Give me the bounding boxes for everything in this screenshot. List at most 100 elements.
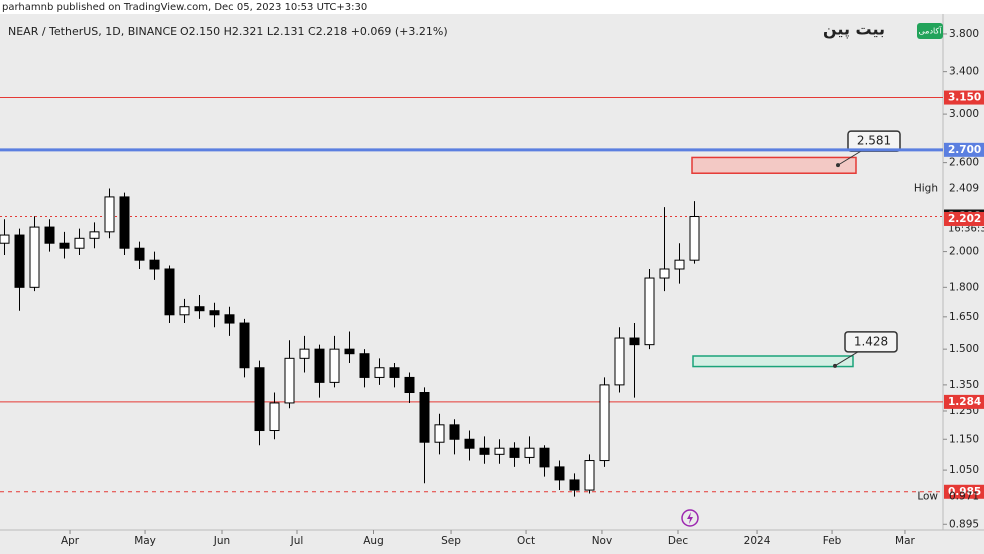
- x-tick-label: Nov: [592, 535, 613, 547]
- countdown: 16:36:3: [948, 224, 984, 235]
- candle-body: [44, 226, 55, 244]
- candle-body: [554, 466, 565, 481]
- level-tag: [944, 142, 984, 157]
- zone: [692, 355, 854, 368]
- candle-body: [254, 367, 265, 432]
- y-tick-label: 1.150: [949, 433, 979, 445]
- y-tick-label: 3.400: [949, 66, 979, 78]
- candle-body: [269, 402, 280, 432]
- chart-title: NEAR / TetherUS, 1D, BINANCE: [8, 25, 177, 38]
- x-tick-label: Sep: [441, 535, 461, 547]
- logo-badge-bg: [917, 23, 943, 39]
- callout-anchor: [836, 163, 840, 168]
- callout-box: [844, 331, 898, 353]
- x-tick-label: 2024: [744, 535, 771, 547]
- candle-body: [239, 322, 250, 369]
- candle-body: [374, 367, 385, 378]
- candle-body: [569, 479, 580, 491]
- zone: [691, 156, 857, 174]
- event-icon[interactable]: [681, 509, 699, 527]
- candle-body: [419, 392, 430, 443]
- level-label: 0.985: [948, 486, 981, 498]
- candle-body: [689, 216, 700, 261]
- candle-body: [59, 242, 70, 249]
- candle-body: [464, 438, 475, 449]
- candle-body: [449, 424, 460, 440]
- level-tag: [944, 90, 984, 105]
- candle-body: [539, 447, 550, 468]
- y-tick-label: 1.350: [949, 379, 979, 391]
- level-tag: [944, 394, 984, 409]
- candle-body: [0, 234, 10, 244]
- candle-body: [179, 306, 190, 316]
- candle-body: [404, 376, 415, 394]
- candle-body: [164, 268, 175, 316]
- y-tick-label: 3.800: [949, 28, 979, 40]
- candle-body: [74, 237, 85, 249]
- callout-pointer: [834, 351, 859, 367]
- candle-body: [389, 367, 400, 378]
- callout-label: 1.428: [854, 334, 888, 348]
- candle-body: [14, 234, 25, 288]
- level-label: 2.700: [948, 144, 981, 156]
- candle-body: [284, 357, 295, 404]
- plot: 2.581 1.428: [0, 97, 943, 497]
- x-tick-label: May: [134, 535, 156, 547]
- y-tick-label: 1.800: [949, 281, 979, 293]
- candle-body: [509, 447, 520, 458]
- extreme-value: 0.971: [949, 491, 979, 503]
- candle-body: [314, 348, 325, 383]
- logo-badge: آکادمی: [919, 26, 943, 36]
- level-label: 2.202: [948, 213, 981, 225]
- extreme-name: High: [914, 183, 938, 195]
- x-tick-label: Oct: [517, 535, 535, 547]
- y-tick-label: 0.895: [949, 518, 979, 530]
- y-tick-label: 1.500: [949, 343, 979, 355]
- callout-anchor: [833, 363, 837, 368]
- published-bar: [0, 0, 984, 14]
- x-tick-label: Aug: [363, 535, 384, 547]
- candle-body: [329, 348, 340, 383]
- level-tag: [944, 211, 984, 226]
- candle-body: [209, 310, 220, 316]
- candle-body: [614, 337, 625, 386]
- candle-body: [194, 306, 205, 312]
- candle-body: [119, 196, 130, 249]
- candle-body: [494, 447, 505, 455]
- level-label: 1.284: [948, 396, 981, 408]
- x-tick-label: Jun: [213, 535, 230, 547]
- candle-body: [149, 259, 160, 270]
- published: parhamnb published on TradingView.com, D…: [2, 2, 367, 13]
- extreme-value: 2.409: [949, 183, 979, 195]
- candle-body: [479, 447, 490, 455]
- y-tick-label: 1.650: [949, 311, 979, 323]
- candle-body: [434, 424, 445, 443]
- candle-body: [629, 337, 640, 346]
- candle-body: [584, 460, 595, 491]
- logo: بیت پین: [823, 20, 885, 40]
- x-tick-label: Dec: [668, 535, 689, 547]
- ohlc: O2.150 H2.321 L2.131 C2.218 +0.069 (+3.2…: [180, 25, 448, 38]
- x-tick-label: Apr: [61, 535, 80, 547]
- y-tick-label: 1.050: [949, 464, 979, 476]
- callout-pointer: [837, 150, 862, 166]
- candle-body: [359, 353, 370, 378]
- callout-label: 2.581: [857, 134, 891, 148]
- candle-body: [29, 226, 40, 288]
- candle-body: [659, 268, 670, 279]
- x-tick-label: Jul: [290, 535, 304, 547]
- candle-body: [224, 314, 235, 324]
- candle-body: [134, 247, 145, 261]
- level-tag: [944, 484, 984, 499]
- candle-body: [299, 348, 310, 359]
- candle-body: [89, 231, 100, 239]
- candle-body: [674, 259, 685, 270]
- candle-body: [104, 196, 115, 233]
- x-tick-label: Feb: [823, 535, 842, 547]
- level-label: 3.150: [948, 92, 981, 104]
- candle-body: [524, 447, 535, 458]
- event-bolt: [687, 512, 693, 524]
- candle-body: [599, 384, 610, 462]
